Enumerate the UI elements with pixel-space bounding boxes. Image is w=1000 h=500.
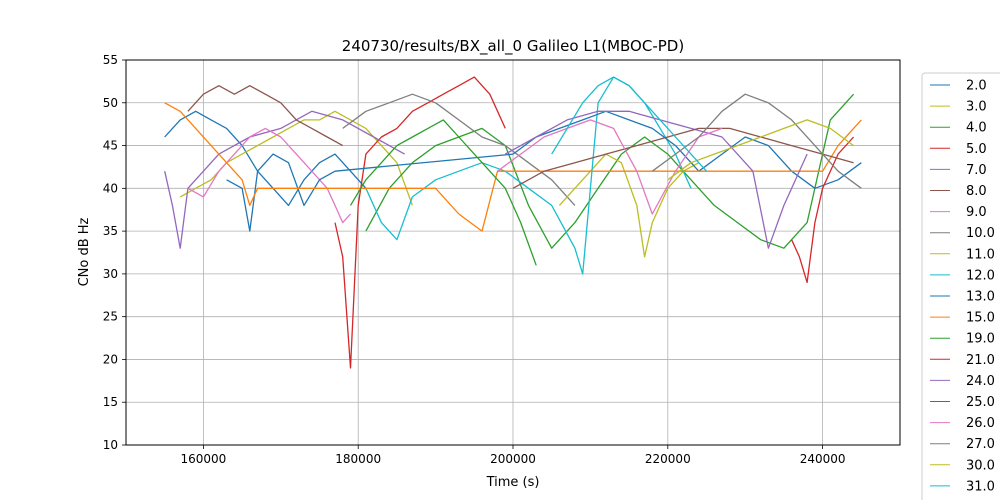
series-line-31.0 bbox=[551, 76, 707, 172]
x-tick-label: 220000 bbox=[645, 452, 691, 466]
y-tick-label: 45 bbox=[103, 139, 118, 153]
legend-label: 9.0 bbox=[966, 205, 987, 220]
series-line-15.0 bbox=[164, 102, 862, 232]
series-line-30.0 bbox=[667, 119, 854, 181]
legend-label: 11.0 bbox=[966, 247, 995, 262]
legend-label: 10.0 bbox=[966, 226, 995, 241]
y-tick-label: 10 bbox=[103, 438, 118, 452]
legend-label: 27.0 bbox=[966, 437, 995, 452]
legend-label: 26.0 bbox=[966, 416, 995, 431]
legend-label: 13.0 bbox=[966, 290, 995, 305]
legend-label: 21.0 bbox=[966, 353, 995, 368]
series-line-8.0 bbox=[187, 85, 344, 147]
series-line-11.0 bbox=[558, 153, 700, 258]
legend-label: 7.0 bbox=[966, 163, 987, 178]
series-line-25.0 bbox=[512, 127, 854, 189]
legend-label: 25.0 bbox=[966, 395, 995, 410]
x-tick-label: 160000 bbox=[180, 452, 226, 466]
legend-label: 24.0 bbox=[966, 374, 995, 389]
legend-label: 19.0 bbox=[966, 332, 995, 347]
series-line-5.0 bbox=[334, 76, 506, 369]
series-line-21.0 bbox=[791, 136, 855, 284]
legend-label: 15.0 bbox=[966, 311, 995, 326]
series-line-19.0 bbox=[349, 119, 537, 266]
y-tick-label: 15 bbox=[103, 395, 118, 409]
legend-label: 5.0 bbox=[966, 142, 987, 157]
series-line-24.0 bbox=[504, 110, 808, 249]
legend: 2.0 3.0 4.0 5.0 7.0 8.0 9.0 10.0 11.0 12.0 13.0 15.… bbox=[921, 72, 1000, 500]
x-tick-label: 240000 bbox=[800, 452, 846, 466]
legend-label: 3.0 bbox=[966, 100, 987, 115]
legend-box bbox=[921, 72, 1000, 500]
x-axis: 160000 180000 200000 220000 240000 bbox=[180, 445, 846, 466]
legend-label: 31.0 bbox=[966, 479, 995, 494]
legend-label: 8.0 bbox=[966, 184, 987, 199]
y-tick-label: 40 bbox=[103, 181, 118, 195]
y-tick-label: 55 bbox=[103, 53, 118, 67]
series-line-2.0 bbox=[164, 110, 367, 207]
y-axis-label: CNo dB Hz bbox=[77, 217, 92, 286]
chart-title: 240730/results/BX_all_0 Galileo L1(MBOC-… bbox=[342, 37, 684, 56]
x-axis-label: Time (s) bbox=[486, 475, 540, 490]
y-tick-label: 30 bbox=[103, 267, 118, 281]
y-axis: 10 15 20 25 30 35 40 45 50 55 bbox=[103, 53, 126, 452]
plot-series bbox=[164, 76, 862, 369]
legend-label: 12.0 bbox=[966, 268, 995, 283]
legend-label: 30.0 bbox=[966, 458, 995, 473]
y-tick-label: 20 bbox=[103, 352, 118, 366]
series-line-27.0 bbox=[651, 93, 862, 189]
legend-label: 4.0 bbox=[966, 121, 987, 136]
y-tick-label: 50 bbox=[103, 96, 118, 110]
series-line-9.0 bbox=[187, 127, 351, 224]
y-tick-label: 25 bbox=[103, 310, 118, 324]
y-tick-label: 35 bbox=[103, 224, 118, 238]
x-tick-label: 200000 bbox=[490, 452, 536, 466]
series-line-26.0 bbox=[497, 119, 723, 215]
legend-label: 2.0 bbox=[966, 79, 987, 94]
x-tick-label: 180000 bbox=[335, 452, 381, 466]
series-line-10.0 bbox=[342, 93, 576, 206]
series-line-13.0 bbox=[226, 110, 862, 232]
